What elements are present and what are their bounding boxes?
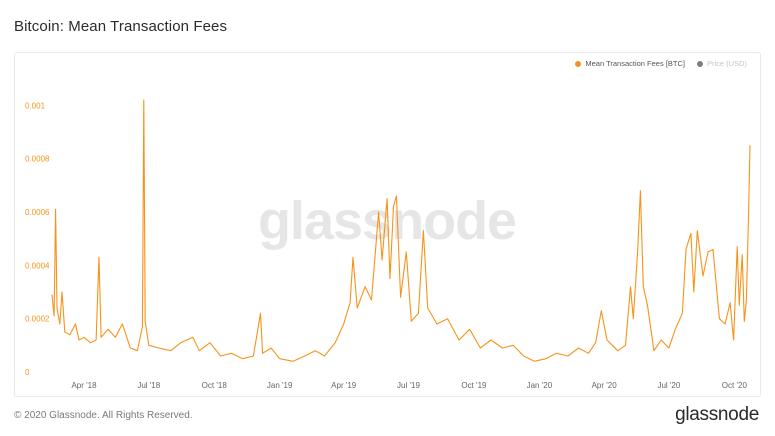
chart-title: Bitcoin: Mean Transaction Fees [14, 18, 228, 35]
footer-copyright: © 2020 Glassnode. All Rights Reserved. [14, 410, 193, 421]
x-tick-label: Jul '19 [397, 381, 420, 390]
y-tick-label: 0.001 [25, 101, 46, 110]
x-tick-label: Apr '19 [331, 381, 357, 390]
x-tick-label: Apr '20 [592, 381, 618, 390]
legend-dot-fees [575, 60, 582, 67]
footer-logo[interactable]: glassnode [675, 404, 759, 425]
y-tick-label: 0.0002 [25, 315, 50, 324]
chart-panel [14, 52, 761, 397]
y-tick-label: 0.0008 [25, 155, 50, 164]
x-tick-label: Oct '20 [722, 381, 748, 390]
x-tick-label: Jul '18 [137, 381, 160, 390]
legend-item-fees[interactable]: Mean Transaction Fees [BTC] [575, 59, 685, 68]
x-tick-label: Apr '18 [71, 381, 97, 390]
legend-label-price: Price (USD) [706, 59, 747, 68]
y-tick-label: 0.0006 [25, 208, 50, 217]
y-tick-label: 0.0004 [25, 261, 50, 270]
chart-legend: Mean Transaction Fees [BTC] Price (USD) [575, 59, 747, 68]
series-line-mean-transaction-fees [51, 99, 751, 362]
x-tick-label: Oct '18 [202, 381, 228, 390]
legend-dot-price [696, 60, 703, 67]
legend-label-fees: Mean Transaction Fees [BTC] [585, 59, 685, 68]
x-tick-label: Oct '19 [461, 381, 487, 390]
x-tick-label: Jul '20 [657, 381, 680, 390]
y-tick-label: 0 [25, 368, 30, 377]
x-tick-label: Jan '19 [267, 381, 293, 390]
legend-item-price[interactable]: Price (USD) [696, 59, 747, 68]
x-tick-label: Jan '20 [527, 381, 553, 390]
